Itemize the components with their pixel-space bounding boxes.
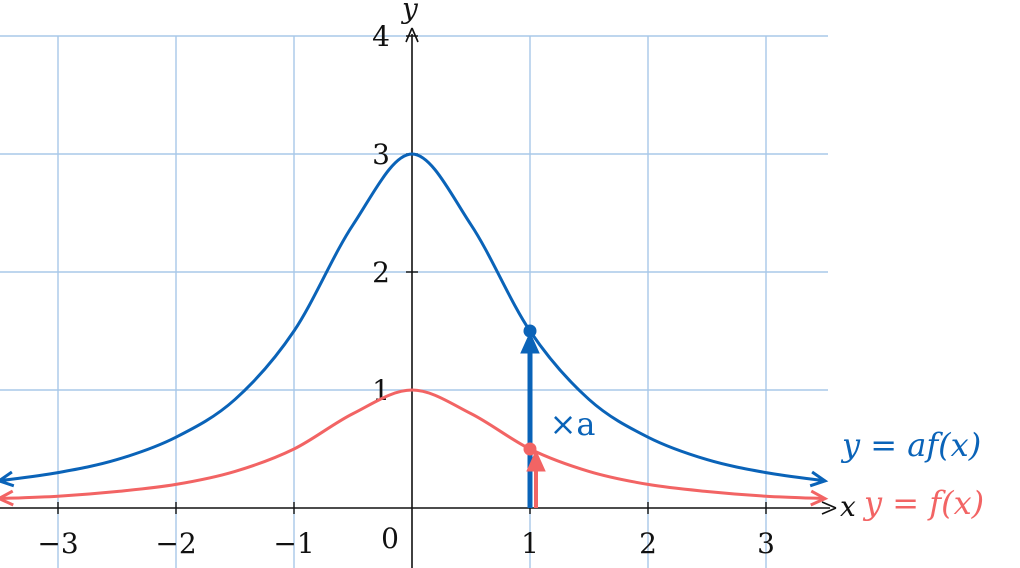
series-line-af — [0, 152, 826, 483]
point-af-at-1 — [523, 324, 537, 338]
x-axis-label: x — [840, 490, 856, 523]
axes: −3 −2 −1 1 2 3 1 2 3 4 x y 0 — [0, 0, 856, 568]
x-tick-label: 2 — [639, 527, 657, 560]
series-end-arrow — [0, 470, 15, 488]
grid — [0, 35, 828, 568]
x-tick-label: 3 — [757, 527, 775, 560]
x-tick-label: −1 — [273, 527, 314, 560]
point-f-at-1 — [523, 442, 537, 456]
y-axis-label: y — [400, 0, 419, 25]
y-tick-label: 2 — [372, 256, 390, 289]
markers — [520, 324, 546, 508]
series-end-arrow — [809, 470, 829, 488]
scale-annotation: ×a — [550, 405, 596, 443]
origin-label: 0 — [381, 522, 399, 555]
label-f: y = f(x) — [862, 484, 984, 522]
scale-arrow-head — [520, 331, 540, 354]
y-tick-label: 1 — [372, 374, 390, 407]
y-tick-label: 4 — [372, 20, 390, 53]
series-line-f — [0, 388, 826, 501]
series-end-arrow — [0, 489, 14, 507]
x-tick-label: −3 — [37, 527, 78, 560]
x-axis-arrowhead — [821, 501, 837, 515]
tick-labels: −3 −2 −1 1 2 3 1 2 3 4 — [37, 20, 775, 560]
y-tick-label: 3 — [372, 138, 390, 171]
y-axis-arrowhead — [405, 27, 419, 43]
series-end-arrow — [810, 489, 829, 507]
x-tick-label: 1 — [521, 527, 539, 560]
x-tick-label: −2 — [155, 527, 196, 560]
label-af: y = af(x) — [840, 426, 981, 464]
series — [0, 152, 829, 507]
scale-arrow-head — [526, 449, 546, 472]
